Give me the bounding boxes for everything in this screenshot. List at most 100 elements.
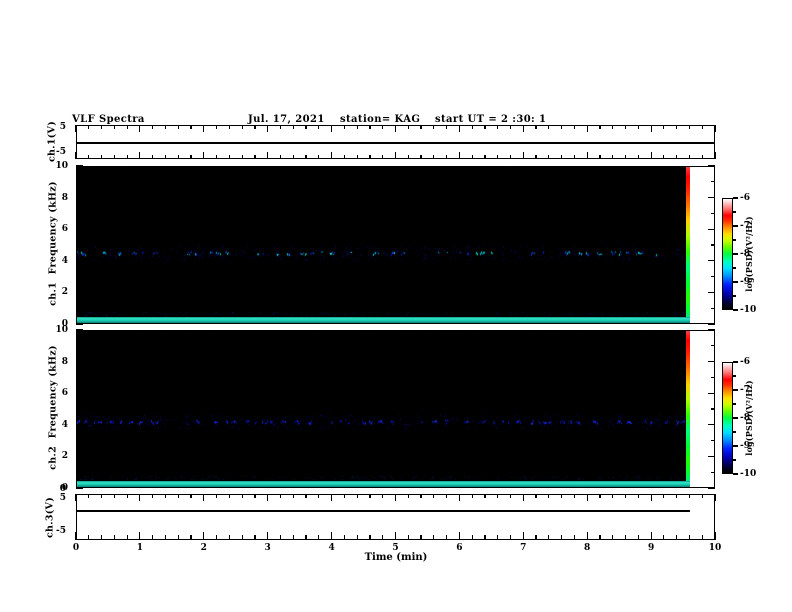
x-minor-tick [215,155,218,159]
colorbar-minor-tick [733,211,736,213]
x-minor-tick [177,155,179,159]
colorbar-minor-tick [733,267,736,269]
x-major-tick [75,532,77,540]
x-minor-tick [484,494,486,498]
colorbar-minor-tick [733,295,736,297]
x-minor-tick [471,535,473,540]
colorbar1-tick-neg10: -10 [740,305,757,315]
x-minor-tick [663,155,665,159]
colorbar2-tick-neg6: -6 [740,357,750,367]
x-minor-tick [471,125,473,129]
x-minor-tick [688,125,691,129]
x-minor-tick [241,125,243,129]
colorbar2-tick-neg8: -8 [740,413,750,423]
x-minor-tick [676,125,678,129]
ch2-colorbar [722,362,733,474]
x-major-tick [267,532,269,540]
x-axis-tick-0: 0 [72,543,80,553]
x-major-tick [139,152,141,159]
colorbar-major-tick [733,417,738,419]
x-minor-tick [676,535,678,540]
x-minor-tick [177,494,179,498]
x-minor-tick [535,155,537,159]
x-major-tick [139,125,141,132]
y-major-tick [708,455,715,457]
ch1-low-frequency-floor [77,317,690,323]
x-minor-tick [254,155,256,159]
colorbar-major-tick [733,197,738,199]
x-minor-tick [292,155,294,159]
x-major-tick [139,532,141,540]
x-minor-tick [548,494,550,498]
x-major-tick [586,125,588,132]
y-major-tick [76,291,83,293]
y-minor-tick [76,244,80,246]
ch3-voltage-tick-neg5: -5 [56,526,66,536]
y-minor-tick [711,408,715,410]
x-minor-tick [241,535,243,540]
x-major-tick [458,152,460,159]
x-minor-tick [701,125,703,129]
x-minor-tick [305,125,307,129]
x-major-tick [650,494,652,501]
x-major-tick [522,152,524,159]
x-minor-tick [637,535,639,540]
colorbar-major-tick [733,445,738,447]
y-major-tick [708,260,715,262]
x-major-tick [458,125,460,132]
x-major-tick [331,152,333,159]
page-title: VLF Spectra [72,114,145,125]
x-minor-tick [215,125,218,129]
y-major-tick [708,392,715,394]
x-minor-tick [228,535,230,540]
x-minor-tick [446,535,448,540]
x-minor-tick [369,535,371,540]
x-minor-tick [471,494,473,498]
ch2-frequency-tick-4: 4 [61,419,68,430]
y-major-tick [76,323,83,325]
x-minor-tick [548,535,550,540]
x-minor-tick [190,155,192,159]
x-minor-tick [88,125,90,129]
x-minor-tick [497,535,499,540]
ch2-frequency-tick-6: 6 [61,388,68,399]
x-minor-tick [228,155,230,159]
x-minor-tick [407,125,409,129]
ch1-voltage-trace [77,142,714,144]
x-minor-tick [433,155,435,159]
ch2-frequency-tick-0: 0 [61,483,68,493]
x-major-tick [586,532,588,540]
x-axis-tick-10: 10 [708,543,722,553]
y-minor-tick [76,440,80,442]
x-minor-tick [382,494,384,498]
ch3-voltage-tick-0: 0 [59,484,66,494]
x-minor-tick [343,494,345,498]
x-minor-tick [305,535,307,540]
x-minor-tick [356,125,358,129]
x-major-tick [331,125,333,132]
x-axis-tick-6: 6 [456,543,463,553]
x-major-tick [586,152,588,159]
colorbar-major-tick [733,473,738,475]
ch2-low-frequency-floor [77,481,690,487]
x-minor-tick [612,155,614,159]
x-minor-tick [484,125,486,129]
x-minor-tick [343,535,345,540]
x-minor-tick [573,494,575,498]
x-minor-tick [190,535,192,540]
x-minor-tick [318,494,320,498]
x-minor-tick [561,494,563,498]
y-major-tick [708,323,715,325]
y-major-tick [76,424,83,426]
x-major-tick [203,532,205,540]
y-minor-tick [711,244,715,246]
x-minor-tick [88,155,90,159]
panel-ch1-spectrogram [76,166,715,324]
header-station: station= KAG [340,114,421,125]
x-minor-tick [663,535,665,540]
colorbar-minor-tick [733,375,736,377]
x-minor-tick [164,125,167,129]
y-major-tick [76,228,83,230]
x-major-tick [394,125,397,132]
x-minor-tick [637,494,639,498]
